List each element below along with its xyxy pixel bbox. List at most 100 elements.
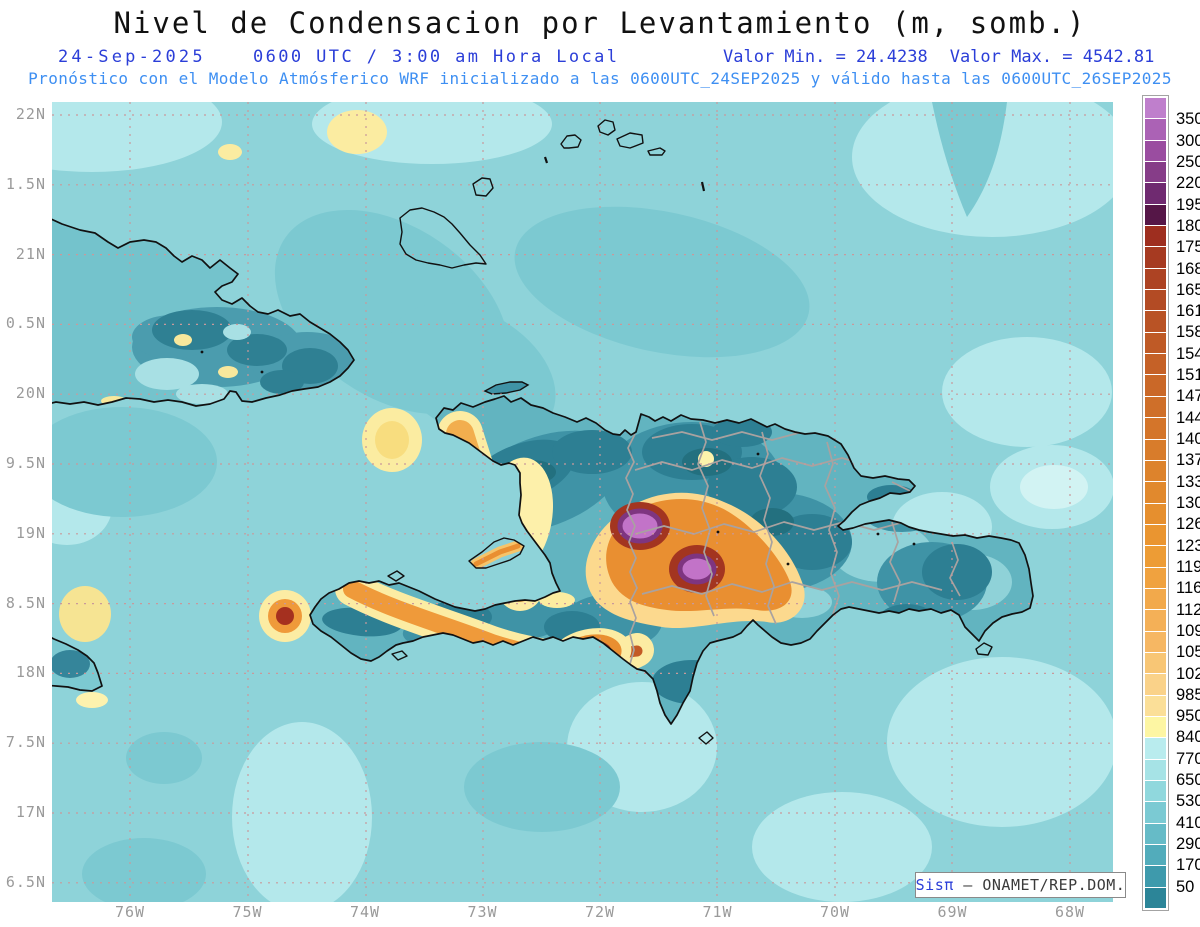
colorbar-tick-label: 1475 — [1176, 387, 1200, 406]
colorbar-segment — [1145, 289, 1166, 311]
map-plot-area — [52, 102, 1113, 902]
colorbar-tick-label: 985 — [1176, 685, 1200, 704]
colorbar-segment — [1145, 651, 1166, 674]
colorbar-segment — [1145, 715, 1166, 738]
page-title: Nivel de Condensacion por Levantamiento … — [113, 6, 1087, 40]
colorbar-segment — [1145, 609, 1166, 631]
colorbar-tick-label: 3000 — [1176, 131, 1200, 150]
colorbar — [1142, 95, 1169, 911]
colorbar-segment — [1145, 161, 1166, 183]
value-max-label: Valor Max. = 4542.81 — [949, 47, 1155, 67]
colorbar-tick-label: 410 — [1176, 813, 1200, 832]
lat-tick-label: 21N — [15, 244, 46, 263]
lon-tick-label: 70W — [819, 903, 851, 921]
colorbar-tick-label: 2500 — [1176, 152, 1200, 171]
header-info-line: 24-Sep-2025 0600 UTC / 3:00 am Hora Loca… — [0, 47, 1200, 67]
colorbar-tick-label: 1405 — [1176, 430, 1200, 449]
colorbar-segment — [1145, 182, 1166, 204]
colorbar-segment — [1145, 438, 1166, 460]
colorbar-tick-label: 770 — [1176, 749, 1200, 768]
lon-tick-label: 72W — [584, 903, 616, 921]
map-gridlines — [52, 102, 1113, 902]
colorbar-segment — [1145, 203, 1166, 226]
lat-tick-label: 18N — [15, 663, 46, 682]
lon-tick-label: 74W — [349, 903, 381, 921]
ridge-cordillera-central — [585, 492, 805, 629]
colorbar-segment — [1145, 331, 1166, 354]
ocean-yellow-maxima — [59, 110, 422, 708]
colorbar-tick-label: 1160 — [1176, 579, 1200, 598]
colorbar-segment — [1145, 267, 1166, 290]
colorbar-tick-label: 1370 — [1176, 451, 1200, 470]
colorbar-tick-label: 1265 — [1176, 515, 1200, 534]
colorbar-segment — [1145, 780, 1166, 802]
tortuga-island — [483, 381, 530, 395]
colorbar-tick-label: 290 — [1176, 835, 1200, 854]
colorbar-segment — [1145, 118, 1166, 140]
gonave-island — [469, 538, 524, 568]
colorbar-tick-label: 1580 — [1176, 323, 1200, 342]
lat-tick-label: 9.5N — [5, 454, 46, 472]
colorbar-tick-label: 1685 — [1176, 259, 1200, 278]
colorbar-tick-label: 1950 — [1176, 195, 1200, 214]
lat-tick-label: 7.5N — [5, 733, 46, 752]
colorbar-segment — [1145, 353, 1166, 375]
colorbar-tick-label: 1615 — [1176, 302, 1200, 321]
colorbar-tick-label: 1335 — [1176, 472, 1200, 491]
colorbar-tick-label: 1750 — [1176, 238, 1200, 257]
colorbar-tick-label: 1020 — [1176, 664, 1200, 683]
lat-tick-label: 22N — [15, 105, 46, 123]
attribution-box: Sisπ – ONAMET/REP.DOM. — [915, 872, 1126, 898]
colorbar-tick-label: 840 — [1176, 728, 1200, 747]
colorbar-segment — [1145, 886, 1166, 909]
lat-tick-label: 20N — [15, 384, 46, 403]
colorbar-segment — [1145, 139, 1166, 162]
colorbar-tick-label: 1125 — [1176, 600, 1200, 619]
colorbar-tick-label: 950 — [1176, 707, 1200, 726]
colorbar-segment — [1145, 481, 1166, 503]
value-range: Valor Min. = 24.4238 Valor Max. = 4542.8… — [723, 47, 1154, 67]
weather-map-canvas — [52, 102, 1113, 902]
lon-tick-label: 75W — [232, 903, 263, 921]
colorbar-tick-label: 1055 — [1176, 643, 1200, 662]
colorbar-segment — [1145, 673, 1166, 695]
colorbar-segment — [1145, 395, 1166, 418]
colorbar-segment — [1145, 98, 1166, 119]
cuba-landmass — [52, 214, 354, 406]
colorbar-segment — [1145, 545, 1166, 567]
colorbar-labels: 3500 3000 2500 2200 1950 1800 1750 1685 1650 1615… — [1176, 0, 1200, 927]
colorbar-tick-label: 1230 — [1176, 536, 1200, 555]
colorbar-segment — [1145, 502, 1166, 524]
maximum-tiburon-tip — [259, 590, 311, 642]
forecast-time: 0600 UTC / 3:00 am Hora Local — [253, 47, 620, 67]
lat-tick-label: 1.5N — [5, 174, 46, 193]
lat-tick-label: 8.5N — [5, 593, 46, 612]
forecast-date: 24-Sep-2025 — [58, 47, 206, 67]
colorbar-tick-label: 1090 — [1176, 621, 1200, 640]
lon-tick-label: 71W — [702, 903, 733, 921]
colorbar-tick-label: 1510 — [1176, 366, 1200, 385]
colorbar-segment — [1145, 246, 1166, 268]
colorbar-tick-label: 1195 — [1176, 557, 1200, 576]
colorbar-tick-label: 1800 — [1176, 216, 1200, 235]
jamaica-landmass — [52, 628, 102, 691]
attribution-text: – ONAMET/REP.DOM. — [953, 876, 1126, 894]
colorbar-segment — [1145, 417, 1166, 439]
lat-tick-label: 0.5N — [5, 314, 46, 333]
colorbar-segment — [1145, 225, 1166, 247]
colorbar-tick-label: 650 — [1176, 771, 1200, 790]
small-islands — [387, 119, 993, 745]
lon-tick-label: 73W — [467, 903, 498, 921]
colorbar-segment — [1145, 566, 1166, 588]
colorbar-segment — [1145, 801, 1166, 823]
colorbar-tick-label: 1300 — [1176, 494, 1200, 512]
colorbar-segment — [1145, 758, 1166, 780]
colorbar-segment — [1145, 630, 1166, 652]
colorbar-segment — [1145, 737, 1166, 759]
colorbar-segment — [1145, 587, 1166, 610]
colorbar-tick-label: 1545 — [1176, 344, 1200, 363]
colorbar-tick-label: 3500 — [1176, 110, 1200, 129]
lon-tick-label: 69W — [937, 903, 968, 921]
colorbar-segment — [1145, 844, 1166, 866]
